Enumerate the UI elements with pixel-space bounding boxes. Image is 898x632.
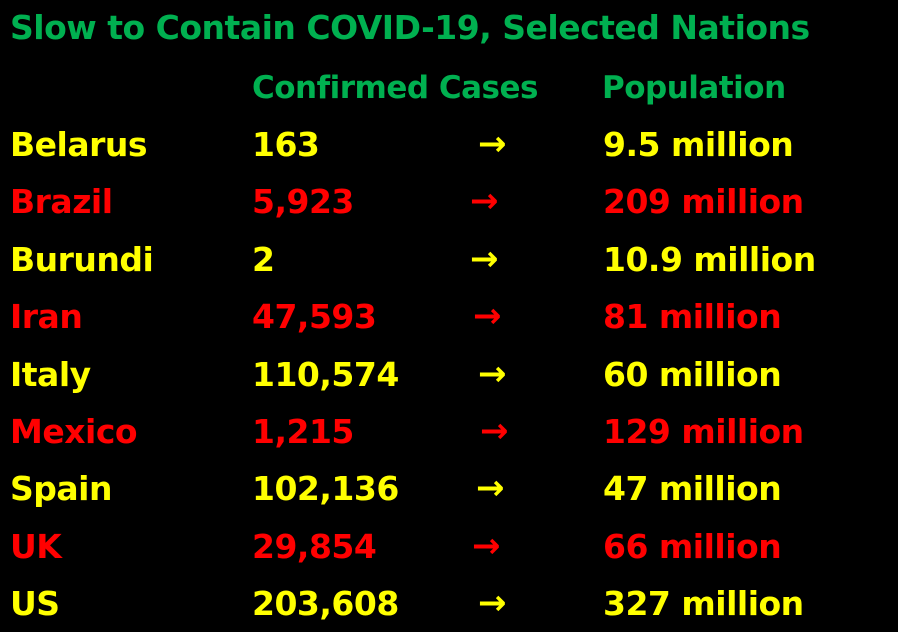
header-confirmed-cases: Confirmed Cases bbox=[252, 70, 538, 106]
confirmed-cases-value: 5,923 bbox=[252, 182, 354, 222]
confirmed-cases-value: 163 bbox=[252, 125, 320, 164]
arrow-icon: → bbox=[470, 238, 499, 279]
population-value: 66 million bbox=[603, 526, 782, 566]
table-row: Italy 110,574 → 60 million bbox=[0, 346, 898, 403]
arrow-icon: → bbox=[478, 583, 507, 624]
header-population: Population bbox=[602, 70, 786, 106]
slide-title: Slow to Contain COVID-19, Selected Natio… bbox=[10, 8, 810, 47]
arrow-icon: → bbox=[472, 525, 501, 566]
population-value: 9.5 million bbox=[603, 125, 794, 164]
country-name: Spain bbox=[10, 469, 112, 509]
table-row: Iran 47,593 → 81 million bbox=[0, 288, 898, 345]
confirmed-cases-value: 2 bbox=[252, 239, 275, 279]
table-row: Brazil 5,923 → 209 million bbox=[0, 173, 898, 230]
population-value: 209 million bbox=[603, 182, 804, 222]
confirmed-cases-value: 29,854 bbox=[252, 526, 377, 566]
confirmed-cases-value: 47,593 bbox=[252, 297, 377, 337]
country-name: Iran bbox=[10, 297, 83, 337]
population-value: 47 million bbox=[603, 469, 782, 509]
country-name: US bbox=[10, 584, 60, 624]
population-value: 81 million bbox=[603, 297, 782, 337]
table-row: UK 29,854 → 66 million bbox=[0, 518, 898, 575]
country-name: Burundi bbox=[10, 239, 154, 279]
table-row: Mexico 1,215 → 129 million bbox=[0, 403, 898, 460]
country-name: Belarus bbox=[10, 125, 148, 164]
table-row: Belarus 163 → 9.5 million bbox=[0, 116, 898, 173]
country-name: Brazil bbox=[10, 182, 113, 222]
confirmed-cases-value: 1,215 bbox=[252, 412, 354, 451]
arrow-icon: → bbox=[473, 296, 502, 337]
confirmed-cases-value: 110,574 bbox=[252, 354, 399, 394]
confirmed-cases-value: 203,608 bbox=[252, 584, 399, 624]
country-name: UK bbox=[10, 526, 62, 566]
population-value: 129 million bbox=[603, 412, 804, 451]
country-name: Italy bbox=[10, 354, 91, 394]
arrow-icon: → bbox=[480, 411, 509, 451]
population-value: 60 million bbox=[603, 354, 782, 394]
arrow-icon: → bbox=[478, 353, 507, 394]
arrow-icon: → bbox=[478, 124, 507, 164]
confirmed-cases-value: 102,136 bbox=[252, 469, 399, 509]
population-value: 10.9 million bbox=[603, 239, 816, 279]
arrow-icon: → bbox=[470, 181, 499, 222]
table-row: US 203,608 → 327 million bbox=[0, 575, 898, 632]
country-name: Mexico bbox=[10, 412, 138, 451]
table-row: Burundi 2 → 10.9 million bbox=[0, 231, 898, 288]
table-row: Spain 102,136 → 47 million bbox=[0, 460, 898, 517]
arrow-icon: → bbox=[476, 468, 505, 509]
population-value: 327 million bbox=[603, 584, 804, 624]
